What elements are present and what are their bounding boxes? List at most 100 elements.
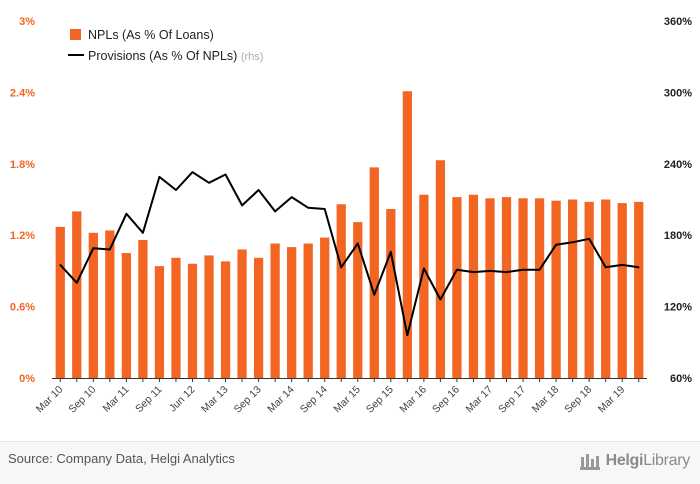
npl-bars xyxy=(55,91,644,379)
y-left-tick-label: 3% xyxy=(19,16,35,28)
provisions-point xyxy=(439,298,442,301)
provisions-point xyxy=(241,204,243,207)
logo-text: HelgiLibrary xyxy=(605,452,691,469)
npl-bar xyxy=(55,226,65,378)
npl-bar xyxy=(72,211,82,378)
provisions-point xyxy=(588,237,590,240)
provisions-point xyxy=(125,212,128,215)
provisions-point xyxy=(109,248,111,251)
x-tick-label: Sep 16 xyxy=(430,384,462,416)
y-left-tick-label: 0% xyxy=(19,373,35,385)
npl-bar xyxy=(105,230,115,378)
provisions-point xyxy=(472,271,475,273)
provisions-point xyxy=(323,208,326,210)
npl-bar xyxy=(518,198,528,378)
y-right-tick-label: 300% xyxy=(664,87,692,99)
provisions-point xyxy=(208,182,210,184)
legend: NPLs (As % Of Loans) Provisions (As % Of… xyxy=(68,28,263,63)
npl-bar xyxy=(501,197,512,378)
provisions-point xyxy=(406,334,409,336)
provisions-point xyxy=(456,268,458,271)
legend-swatch-npl xyxy=(70,29,81,40)
npl-bar xyxy=(253,257,264,378)
provisions-series-line xyxy=(59,171,639,337)
y-right-tick-label: 120% xyxy=(664,302,692,314)
provisions-point xyxy=(373,293,376,296)
npl-bar xyxy=(287,247,297,378)
y-left-tick-label: 1.2% xyxy=(10,230,35,242)
npl-bar xyxy=(154,266,165,378)
provisions-point xyxy=(621,264,624,266)
npl-bar xyxy=(187,263,198,378)
x-tick-label: Mar 10 xyxy=(34,384,66,416)
provisions-point xyxy=(307,207,309,209)
provisions-line xyxy=(59,171,640,337)
legend-label-provisions: Provisions (As % Of NPLs) (rhs) xyxy=(88,49,263,63)
x-tick-label: Mar 16 xyxy=(397,384,429,416)
provisions-point xyxy=(538,268,541,271)
npl-bar xyxy=(220,261,231,378)
x-tick-label: Sep 18 xyxy=(562,384,594,416)
npl-bar xyxy=(336,204,346,378)
provisions-point xyxy=(522,268,524,271)
npl-bar xyxy=(584,201,594,378)
npl-bar xyxy=(353,222,363,378)
x-tick-label: Sep 17 xyxy=(496,384,528,416)
npl-bar xyxy=(402,91,412,379)
x-tick-label: Mar 18 xyxy=(530,384,562,416)
provisions-point xyxy=(75,282,78,284)
npl-bar xyxy=(171,257,181,378)
provisions-point xyxy=(637,266,640,269)
library-icon xyxy=(579,454,600,470)
provisions-point xyxy=(175,189,177,191)
provisions-point xyxy=(356,242,359,245)
provisions-point xyxy=(340,266,343,269)
npl-bar xyxy=(485,198,495,378)
provisions-point xyxy=(555,243,557,246)
legend-label-npl: NPLs (As % Of Loans) xyxy=(88,28,214,42)
provisions-point xyxy=(571,241,574,244)
npl-bar xyxy=(88,232,98,378)
provisions-point xyxy=(274,210,276,213)
npl-bar xyxy=(303,243,313,378)
npl-bar xyxy=(204,255,214,378)
npl-bar xyxy=(551,200,561,378)
provisions-point xyxy=(505,271,508,273)
npl-bar xyxy=(435,160,446,378)
provisions-point xyxy=(142,232,144,234)
x-tick-label: Mar 15 xyxy=(331,384,363,416)
npl-bar xyxy=(634,201,644,378)
y-left-tick-label: 1.8% xyxy=(10,159,35,171)
npl-bar xyxy=(567,199,578,378)
x-tick-label: Sep 13 xyxy=(232,384,264,416)
y-right-tick-label: 360% xyxy=(664,16,692,28)
x-tick-label: Mar 14 xyxy=(265,384,297,416)
legend-note-rhs: (rhs) xyxy=(241,51,264,63)
npl-bar xyxy=(534,198,545,378)
x-tick-label: Mar 13 xyxy=(199,384,231,416)
npl-bar xyxy=(452,197,462,378)
x-tick-label: Sep 15 xyxy=(364,384,396,416)
x-tick-label: Sep 14 xyxy=(298,384,330,416)
x-tick-label: Mar 17 xyxy=(464,384,496,416)
y-left-tick-label: 0.6% xyxy=(10,302,35,314)
footer: Source: Company Data, Helgi Analytics He… xyxy=(0,441,700,484)
provisions-point xyxy=(257,189,260,191)
npl-bar xyxy=(369,167,379,378)
npl-bar xyxy=(468,194,479,378)
npl-bar xyxy=(270,243,280,378)
chart: 0% 0.6% 1.2% 1.8% 2.4% 3% 60% 120% 180% 240% 300% 3… xyxy=(10,16,692,416)
y-left-tick-label: 2.4% xyxy=(10,87,35,99)
npl-bar xyxy=(138,239,148,378)
provisions-point xyxy=(224,173,227,176)
npl-bar xyxy=(320,237,330,378)
x-tick-label: Mar 11 xyxy=(100,384,131,415)
y-right-tick-label: 180% xyxy=(664,230,692,242)
provisions-point xyxy=(191,171,194,173)
x-tick-label: Sep 11 xyxy=(133,384,165,416)
provisions-point xyxy=(92,247,95,250)
y-right-tick-label: 60% xyxy=(670,373,692,385)
provisions-point xyxy=(59,264,62,266)
provisions-point xyxy=(290,196,293,198)
x-tick-label: Jun 12 xyxy=(167,384,198,415)
